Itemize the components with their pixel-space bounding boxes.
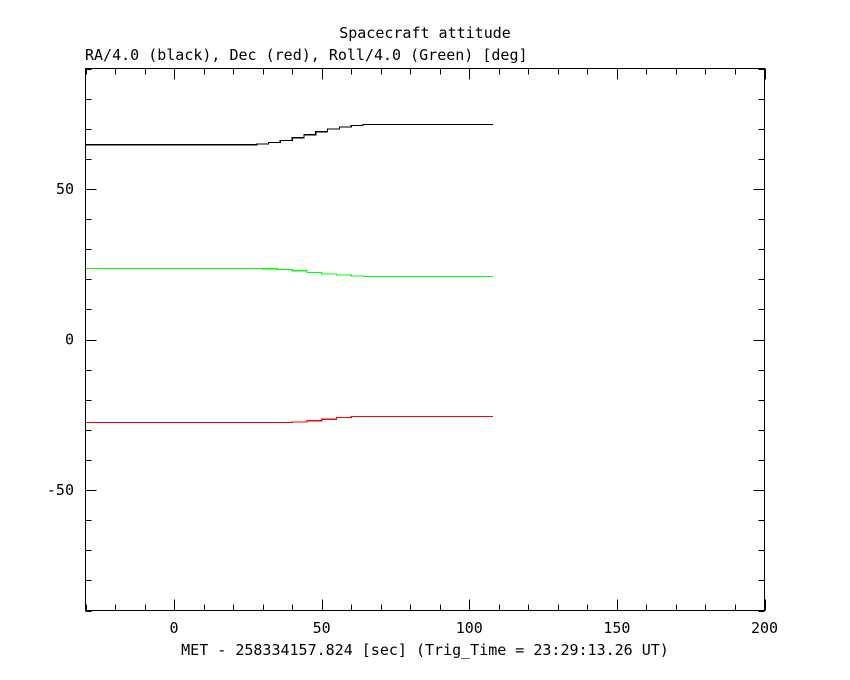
- x-axis-label: MET - 258334157.824 [sec] (Trig_Time = 2…: [181, 641, 669, 659]
- y-tick-label: -50: [47, 481, 74, 499]
- data-series: [85, 123, 493, 424]
- y-tick-label: 0: [65, 331, 74, 349]
- x-tick-label: 100: [456, 619, 483, 637]
- series-line-3: [85, 416, 493, 424]
- y-tick-label: 50: [56, 180, 74, 198]
- x-tick-label: 150: [603, 619, 630, 637]
- series-line-1: [85, 123, 493, 146]
- x-tick-label: 200: [751, 619, 778, 637]
- x-tick-label: 0: [170, 619, 179, 637]
- tick-labels: 0 50 100 150 200 -50 0 50: [47, 180, 778, 637]
- chart-title: Spacecraft attitude: [339, 24, 511, 42]
- plot-frame: [85, 68, 765, 611]
- axis-ticks: [85, 68, 766, 612]
- series-line-2: [85, 267, 493, 278]
- y-axis-label: RA/4.0 (black), Dec (red), Roll/4.0 (Gre…: [85, 46, 528, 64]
- x-tick-label: 50: [313, 619, 331, 637]
